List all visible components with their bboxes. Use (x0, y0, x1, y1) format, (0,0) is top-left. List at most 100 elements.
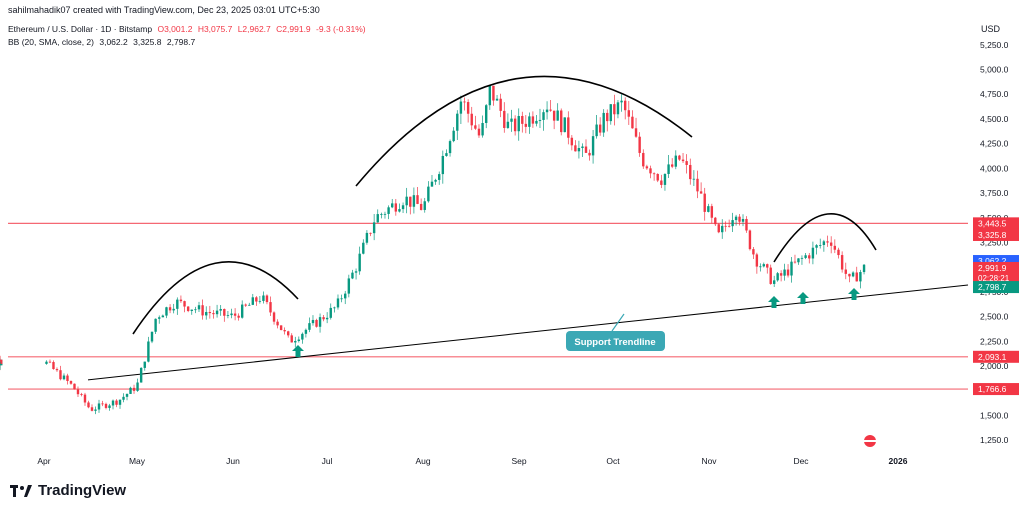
countdown-label: 02:28:21 (978, 274, 1010, 283)
candle-body (118, 399, 122, 405)
candle-body (477, 128, 481, 136)
candle-body (351, 272, 354, 279)
candle-body (183, 301, 186, 307)
level-price-label: 2,093.1 (978, 352, 1007, 362)
candle-body (372, 222, 376, 234)
x-tick-label: Jun (226, 456, 240, 466)
candle-body (55, 369, 59, 371)
candle-body (748, 230, 752, 250)
candle-body (186, 306, 190, 311)
candle-body (456, 113, 459, 131)
candle-body (176, 299, 179, 309)
candle-body (240, 304, 244, 318)
candle-body (265, 295, 269, 303)
candle-body (786, 269, 790, 276)
candle-body (165, 307, 168, 316)
candle-body (322, 317, 325, 320)
candle-body (223, 308, 226, 316)
candle-body (556, 110, 559, 121)
candle-body (409, 196, 412, 207)
candle-body (717, 224, 720, 233)
candle-body (212, 313, 215, 315)
candle-body (755, 254, 759, 267)
candle-body (645, 166, 649, 169)
candle-body (430, 181, 434, 187)
arc-annotation-1 (132, 261, 299, 335)
candle-body (365, 232, 369, 243)
y-tick-label: 5,250.0 (980, 40, 1009, 50)
candle-body (674, 155, 678, 167)
bb-legend[interactable]: BB (20, SMA, close, 2) 3,062.2 3,325.8 2… (8, 37, 198, 47)
candle-body (766, 264, 769, 268)
candle-body (347, 278, 351, 294)
candle-body (448, 141, 452, 154)
candle-body (398, 209, 401, 212)
candle-body (762, 264, 765, 267)
candle-body (233, 313, 237, 316)
x-tick-label: 2026 (889, 456, 908, 466)
candle-body (311, 319, 315, 324)
candle-body (513, 118, 517, 132)
candle-body (287, 331, 290, 336)
candle-body (681, 159, 685, 162)
candle-body (826, 241, 829, 243)
candle-body (111, 400, 115, 406)
candle-body (678, 155, 681, 160)
candle-body (734, 216, 738, 221)
candle-body (642, 152, 645, 167)
candle-body (136, 382, 139, 391)
candle-body (304, 329, 308, 334)
candle-body (710, 206, 714, 218)
candle-body (685, 161, 688, 165)
candle-body (255, 297, 258, 302)
arc-annotation-3 (773, 212, 877, 263)
y-tick-label: 1,250.0 (980, 435, 1009, 445)
candle-body (423, 201, 426, 210)
y-tick-label: 4,500.0 (980, 114, 1009, 124)
candle-body (721, 225, 724, 233)
symbol-legend[interactable]: Ethereum / U.S. Dollar · 1D · Bitstamp O… (8, 24, 369, 34)
candle-body (52, 362, 55, 370)
callout-pointer (611, 313, 625, 332)
y-tick-label: 3,250.0 (980, 237, 1009, 247)
candle-body (94, 409, 97, 411)
candle-body (380, 213, 383, 215)
candle-body (344, 293, 347, 299)
candle-body (855, 272, 858, 282)
candle-body (297, 339, 301, 341)
support-trendline (87, 284, 969, 381)
candle-body (699, 191, 703, 194)
x-tick-label: Aug (415, 456, 430, 466)
candle-body (358, 253, 361, 272)
candle-body (354, 271, 358, 273)
candle-body (488, 85, 492, 106)
candle-body (542, 112, 545, 120)
bb-label: BB (20, SMA, close, 2) (8, 37, 94, 47)
candle-body (649, 168, 652, 174)
candle-body (531, 116, 535, 124)
candle-body (741, 218, 745, 222)
candle-body (510, 118, 513, 122)
candle-body (538, 119, 542, 121)
y-tick-label: 4,250.0 (980, 139, 1009, 149)
candle-body (434, 179, 437, 182)
level-price-tag (973, 217, 1019, 230)
arc-annotation-2 (355, 75, 693, 187)
y-tick-label: 2,000.0 (980, 361, 1009, 371)
candle-body (258, 300, 262, 302)
candle-body (549, 109, 552, 111)
candle-body (69, 381, 73, 384)
bb-mid-value: 3,062.2 (99, 37, 128, 47)
candle-body (48, 361, 52, 363)
legend-symbol: Ethereum / U.S. Dollar · 1D · Bitstamp (8, 24, 153, 34)
candle-body (190, 309, 193, 311)
candle-body (609, 104, 612, 122)
candle-body (401, 205, 405, 210)
footer-logo[interactable]: TradingView (10, 482, 126, 499)
candle-body (495, 98, 499, 101)
candle-body (627, 110, 631, 117)
candle-body (269, 302, 272, 313)
candle-body (574, 145, 577, 152)
